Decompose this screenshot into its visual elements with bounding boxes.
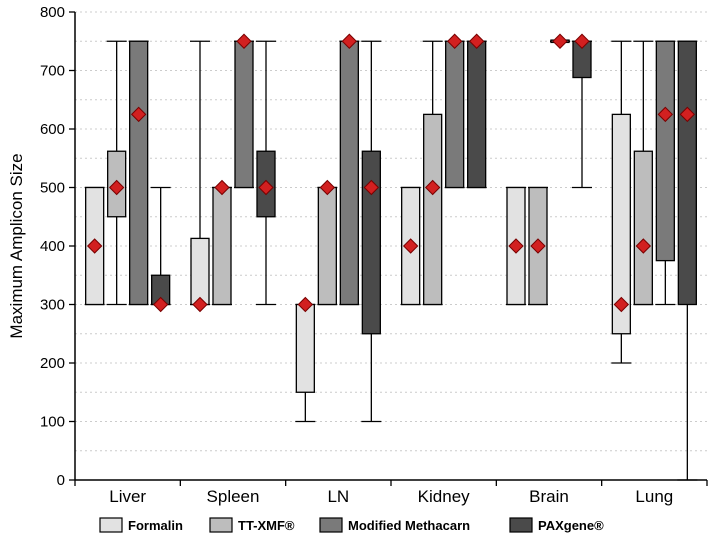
svg-text:700: 700 [40, 63, 65, 80]
svg-text:Liver: Liver [109, 487, 146, 506]
svg-text:Modified Methacarn: Modified Methacarn [348, 518, 470, 533]
svg-text:Formalin: Formalin [128, 518, 183, 533]
svg-text:500: 500 [40, 180, 65, 197]
svg-text:400: 400 [40, 238, 65, 255]
svg-text:Brain: Brain [529, 487, 569, 506]
boxplot-chart: 0 100 200 300 400 500 600 700 800 Liver Spleen LN Ki… [0, 0, 720, 554]
svg-text:200: 200 [40, 355, 65, 372]
svg-text:Lung: Lung [635, 487, 673, 506]
svg-text:300: 300 [40, 297, 65, 314]
svg-text:0: 0 [57, 472, 65, 489]
chart-container: 0 100 200 300 400 500 600 700 800 Liver Spleen LN Ki… [0, 0, 720, 554]
svg-text:TT-XMF®: TT-XMF® [238, 518, 295, 533]
svg-text:Maximum Amplicon Size: Maximum Amplicon Size [7, 153, 26, 338]
svg-text:600: 600 [40, 121, 65, 138]
svg-text:LN: LN [327, 487, 349, 506]
svg-text:Kidney: Kidney [418, 487, 470, 506]
svg-text:100: 100 [40, 414, 65, 431]
svg-text:PAXgene®: PAXgene® [538, 518, 604, 533]
svg-text:Spleen: Spleen [207, 487, 260, 506]
svg-text:800: 800 [40, 4, 65, 21]
